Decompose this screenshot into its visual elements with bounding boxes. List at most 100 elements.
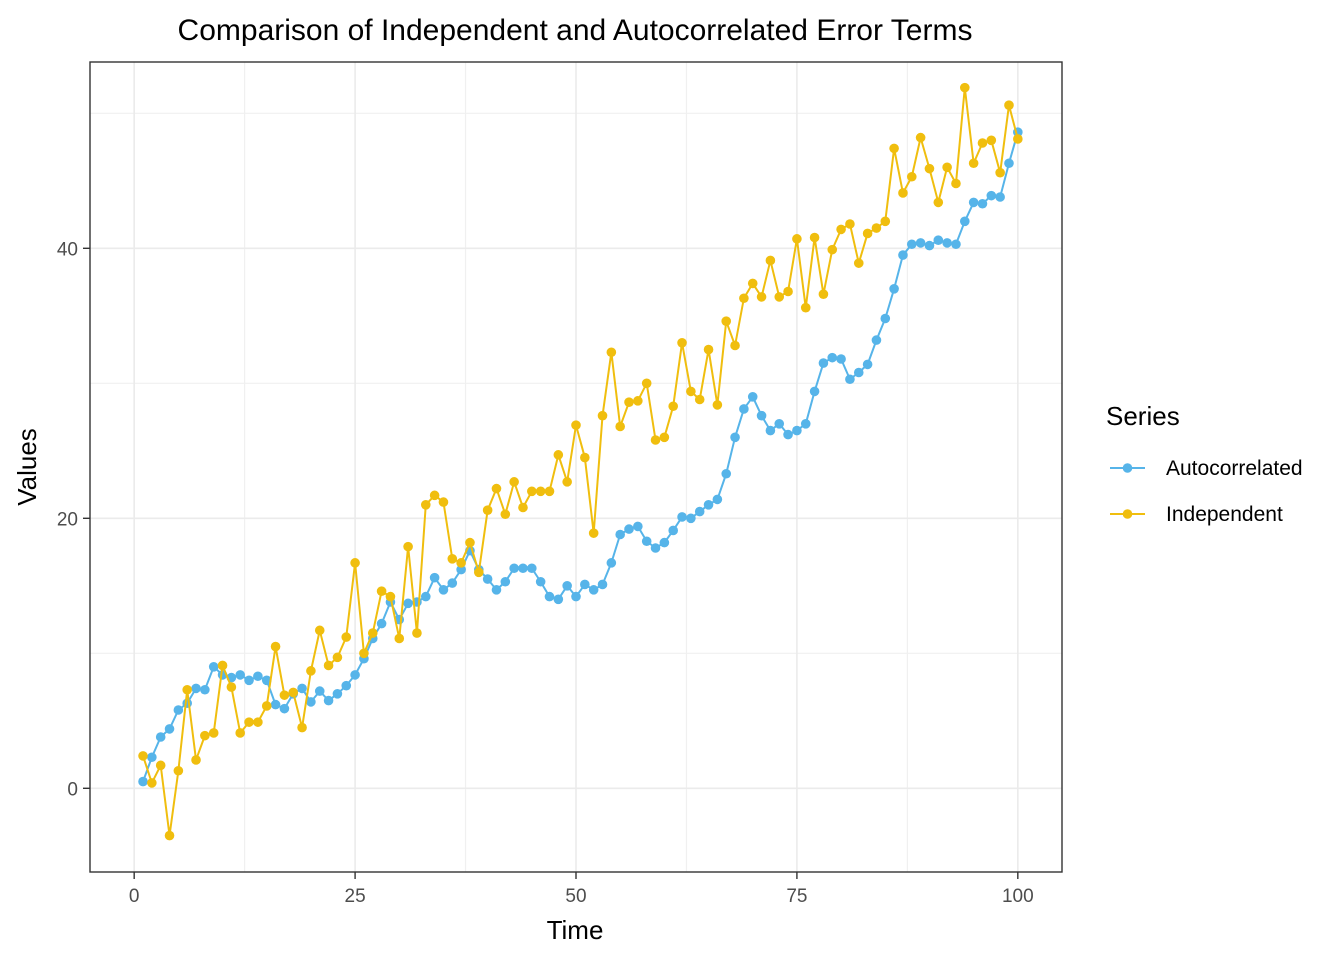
data-point [420, 591, 431, 602]
data-point [836, 224, 846, 235]
data-point [721, 316, 732, 327]
x-axis-title: Time [547, 915, 604, 945]
x-tick-label: 0 [129, 886, 140, 907]
data-point [827, 352, 838, 363]
data-point [898, 250, 908, 260]
data-point [191, 755, 201, 765]
data-point [924, 163, 935, 174]
data-point [403, 541, 413, 552]
data-point [862, 228, 873, 239]
data-point [960, 82, 970, 93]
data-point [792, 234, 802, 244]
series-autocorrelated [138, 127, 1023, 787]
data-point [208, 728, 219, 738]
data-point [871, 223, 882, 233]
data-point [482, 505, 493, 515]
data-point [615, 529, 625, 540]
data-point [147, 778, 157, 788]
data-point [164, 724, 175, 734]
data-point [818, 289, 829, 300]
data-point [633, 521, 643, 532]
data-point [703, 344, 714, 355]
data-point [986, 135, 997, 146]
data-point [518, 502, 528, 513]
data-point [880, 216, 891, 227]
data-point [261, 675, 272, 686]
data-point [703, 500, 714, 510]
data-point [783, 286, 793, 297]
data-point [527, 563, 537, 574]
data-point [871, 335, 882, 345]
data-point [438, 585, 449, 595]
data-point [474, 567, 484, 578]
chart-title: Comparison of Independent and Autocorrel… [178, 14, 973, 47]
data-point [739, 404, 749, 414]
data-point [182, 698, 192, 709]
data-point [571, 420, 581, 430]
data-point [456, 564, 466, 575]
data-point [155, 732, 166, 742]
data-point [898, 188, 908, 198]
legend: Series Autocorrelated Independent [1106, 401, 1303, 526]
data-point [774, 419, 785, 429]
legend-items: Autocorrelated Independent [1110, 457, 1303, 526]
data-point [960, 216, 970, 227]
data-point [323, 695, 334, 706]
data-point [845, 219, 855, 229]
data-point [253, 671, 263, 682]
data-point [597, 579, 608, 590]
data-point [951, 178, 961, 189]
data-point [297, 722, 307, 733]
data-point [641, 378, 652, 389]
data-point [270, 641, 281, 652]
data-point [686, 386, 696, 397]
data-point [562, 581, 572, 591]
data-point [659, 432, 670, 443]
data-point [712, 494, 723, 505]
data-point [986, 190, 997, 201]
data-point [527, 486, 537, 497]
data-point [906, 239, 917, 250]
data-point [677, 338, 687, 348]
plot-area [89, 61, 1063, 873]
data-point [783, 429, 793, 440]
data-point [385, 591, 396, 602]
data-point [915, 132, 926, 143]
data-point [880, 313, 891, 324]
data-point [553, 450, 564, 460]
y-tick-label: 0 [67, 779, 78, 800]
data-point [438, 497, 449, 507]
legend-key-point [1122, 509, 1133, 519]
data-point [995, 167, 1005, 178]
data-point [889, 143, 899, 154]
data-point [845, 374, 855, 385]
data-point [606, 347, 617, 358]
data-point [827, 244, 838, 255]
data-point [933, 235, 944, 245]
data-point [624, 524, 634, 534]
data-point [694, 394, 705, 405]
data-point [367, 628, 378, 638]
data-point [341, 632, 352, 642]
data-point [164, 830, 175, 841]
data-point [288, 687, 299, 698]
data-point [359, 648, 369, 659]
data-point [862, 359, 873, 370]
data-point [173, 765, 184, 776]
data-point [739, 293, 749, 304]
data-point [518, 563, 528, 574]
data-point [191, 683, 201, 694]
data-point [809, 232, 820, 243]
legend-label: Autocorrelated [1166, 457, 1303, 480]
data-point [297, 683, 307, 694]
data-point [765, 425, 776, 436]
data-point [147, 752, 157, 763]
data-point [1004, 100, 1014, 110]
data-point [544, 591, 555, 602]
data-point [968, 197, 979, 208]
series-independent [138, 82, 1023, 841]
data-point [155, 760, 166, 771]
data-point [235, 728, 246, 738]
data-point [535, 576, 546, 587]
data-point [200, 730, 210, 741]
